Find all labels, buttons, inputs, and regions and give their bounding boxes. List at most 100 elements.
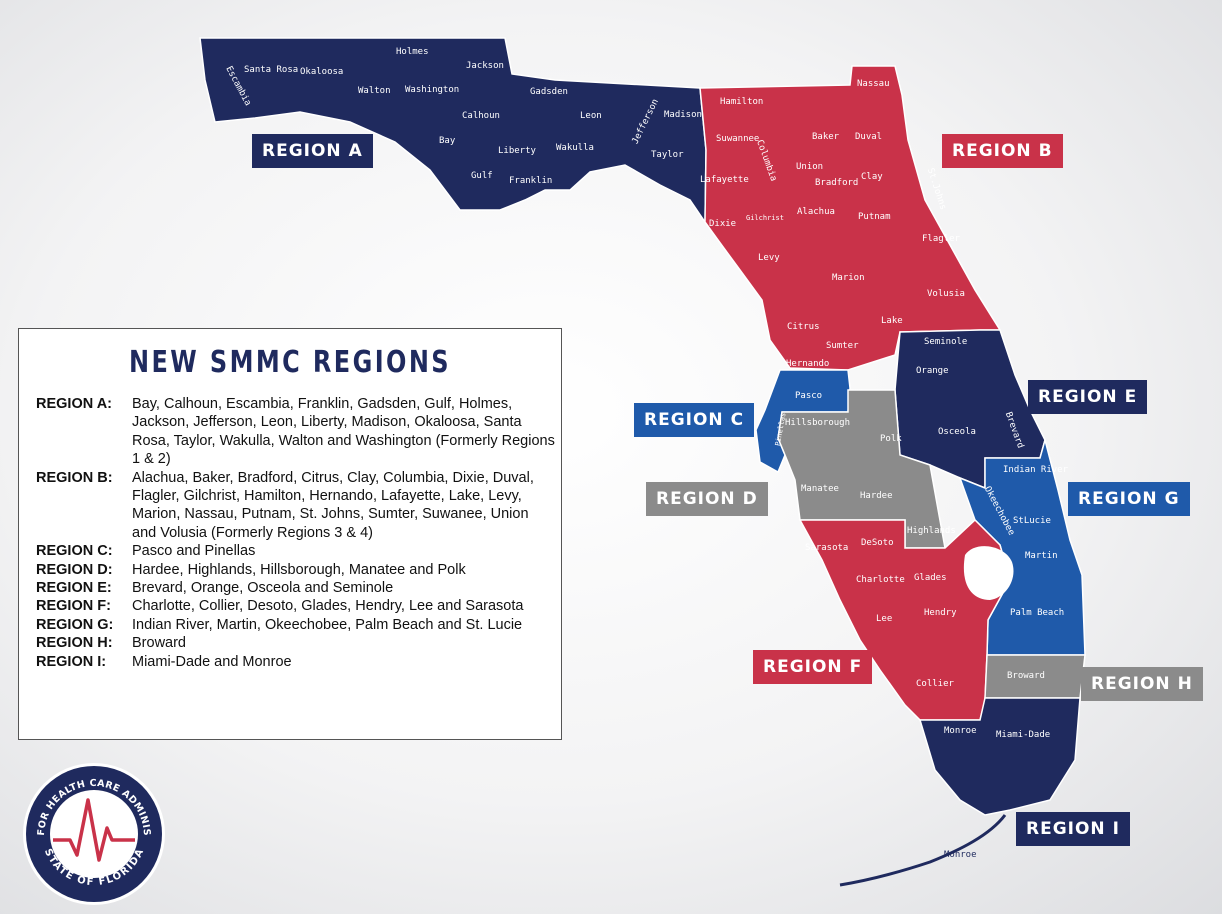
county-label: Collier: [916, 679, 955, 689]
legend-key: REGION A:: [36, 396, 112, 412]
legend-value: Brevard, Orange, Osceola and Seminole: [132, 580, 394, 597]
county-label: Bay: [439, 136, 456, 146]
legend-key: REGION C:: [36, 543, 113, 560]
county-label: Broward: [1007, 671, 1045, 681]
county-label: Leon: [580, 111, 602, 121]
legend-row: REGION E: Brevard, Orange, Osceola and Se…: [36, 579, 556, 597]
region-h-tag: REGION H: [1081, 667, 1203, 701]
legend-row: REGION A: Bay, Calhoun, Escambia, Frankli…: [36, 395, 556, 469]
legend-value: Charlotte, Collier, Desoto, Glades, Hend…: [132, 598, 524, 615]
county-label: Miami-Dade: [996, 730, 1050, 740]
county-label: Glades: [914, 573, 947, 583]
legend-value: Miami-Dade and Monroe: [132, 653, 292, 670]
county-label: Taylor: [651, 150, 684, 160]
county-label: Seminole: [924, 337, 967, 347]
legend-key: REGION E:: [36, 580, 112, 597]
region-b-tag: REGION B: [942, 134, 1063, 168]
county-label: Sarasota: [805, 543, 848, 553]
county-label: Citrus: [787, 322, 820, 332]
county-label: Gilchrist: [746, 214, 784, 222]
county-label: Santa Rosa: [244, 65, 298, 75]
legend-value: Hardee, Highlands, Hillsborough, Manatee…: [132, 561, 466, 578]
county-label: Levy: [758, 253, 780, 263]
region-a-tag: REGION A: [252, 134, 373, 168]
county-label: Holmes: [396, 47, 429, 57]
legend-box: NEW SMMC REGIONS REGION A: Bay, Calhoun, …: [18, 328, 562, 740]
region-b-area: [699, 65, 1002, 371]
county-label: Wakulla: [556, 143, 594, 153]
legend-value: Pasco and Pinellas: [132, 543, 256, 560]
county-label: Dixie: [709, 219, 736, 229]
county-label: Duval: [855, 132, 882, 142]
agency-seal-logo: AGENCY FOR HEALTH CARE ADMINISTRATION ST…: [22, 762, 165, 905]
county-label: Pasco: [795, 391, 822, 401]
region-f-tag: REGION F: [753, 650, 873, 684]
county-label: Okaloosa: [300, 67, 343, 77]
county-label: Washington: [405, 85, 459, 95]
region-g-tag: REGION G: [1068, 482, 1190, 516]
county-label: Monroe: [944, 726, 977, 736]
legend-row: REGION G: Indian River, Martin, Okeechobe…: [36, 616, 556, 634]
legend-value: Indian River, Martin, Okeechobee, Palm B…: [132, 616, 523, 633]
legend-title: NEW SMMC REGIONS: [128, 345, 452, 380]
county-label: Hardee: [860, 491, 893, 501]
county-label: Union: [796, 162, 823, 172]
legend-row: REGION B: Alachua, Baker, Bradford, Citru…: [36, 469, 556, 543]
legend-row: REGION C: Pasco and Pinellas: [36, 542, 556, 560]
florida-keys: [839, 814, 1007, 887]
county-label: Highlands: [907, 526, 956, 536]
county-label: Indian River: [1003, 465, 1069, 475]
county-label: Calhoun: [462, 111, 500, 121]
county-label: Hendry: [924, 608, 957, 618]
county-label: Putnam: [858, 212, 891, 222]
legend-row: REGION D: Hardee, Highlands, Hillsborough…: [36, 561, 556, 579]
county-label: Bradford: [815, 178, 858, 188]
county-label: Clay: [861, 172, 883, 182]
region-i-area: [918, 697, 1081, 816]
legend-key: REGION I:: [36, 653, 107, 670]
county-label: Charlotte: [856, 575, 905, 585]
legend-row: REGION F: Charlotte, Collier, Desoto, Gla…: [36, 597, 556, 615]
county-label: Monroe: [944, 850, 977, 860]
county-label: Lafayette: [700, 175, 749, 185]
county-label: Nassau: [857, 79, 890, 89]
legend-row: REGION I: Miami-Dade and Monroe: [36, 653, 556, 671]
legend-key: REGION D:: [36, 561, 113, 578]
region-d-tag: REGION D: [646, 482, 768, 516]
heartbeat-icon: [53, 798, 135, 862]
region-e-tag: REGION E: [1028, 380, 1148, 414]
county-label: Sumter: [826, 341, 859, 351]
county-label: DeSoto: [861, 538, 894, 548]
county-label: Gulf: [471, 171, 493, 181]
county-label: Marion: [832, 273, 865, 283]
county-label: Lake: [881, 316, 903, 326]
county-label: Orange: [916, 366, 949, 376]
county-label: Hernando: [786, 359, 829, 369]
legend-value: Bay, Calhoun, Escambia, Franklin, Gadsde…: [132, 396, 555, 468]
county-label: Walton: [358, 86, 391, 96]
county-label: Hillsborough: [785, 418, 850, 428]
region-c-tag: REGION C: [634, 403, 755, 437]
county-label: Martin: [1025, 551, 1058, 561]
county-label: Alachua: [797, 207, 835, 217]
region-a-area: [199, 37, 707, 225]
county-label: Osceola: [938, 427, 976, 437]
county-label: Volusia: [927, 289, 965, 299]
county-label: Gadsden: [530, 87, 568, 97]
county-label: Franklin: [509, 176, 552, 186]
county-label: Palm Beach: [1010, 608, 1064, 618]
region-i-tag: REGION I: [1016, 812, 1130, 846]
county-label: Hamilton: [720, 97, 763, 107]
legend-rows: REGION A: Bay, Calhoun, Escambia, Frankli…: [36, 395, 556, 671]
county-label: Lee: [876, 614, 892, 624]
legend-key: REGION G:: [36, 616, 114, 633]
county-label: Baker: [812, 132, 840, 142]
legend-row: REGION H: Broward: [36, 634, 556, 652]
legend-key: REGION F:: [36, 598, 111, 615]
county-label: Suwannee: [716, 134, 759, 144]
legend-value: Alachua, Baker, Bradford, Citrus, Clay, …: [132, 469, 534, 541]
county-label: Flagler: [922, 234, 961, 244]
county-label: Polk: [880, 434, 902, 444]
lake-okeechobee: [963, 546, 1014, 600]
